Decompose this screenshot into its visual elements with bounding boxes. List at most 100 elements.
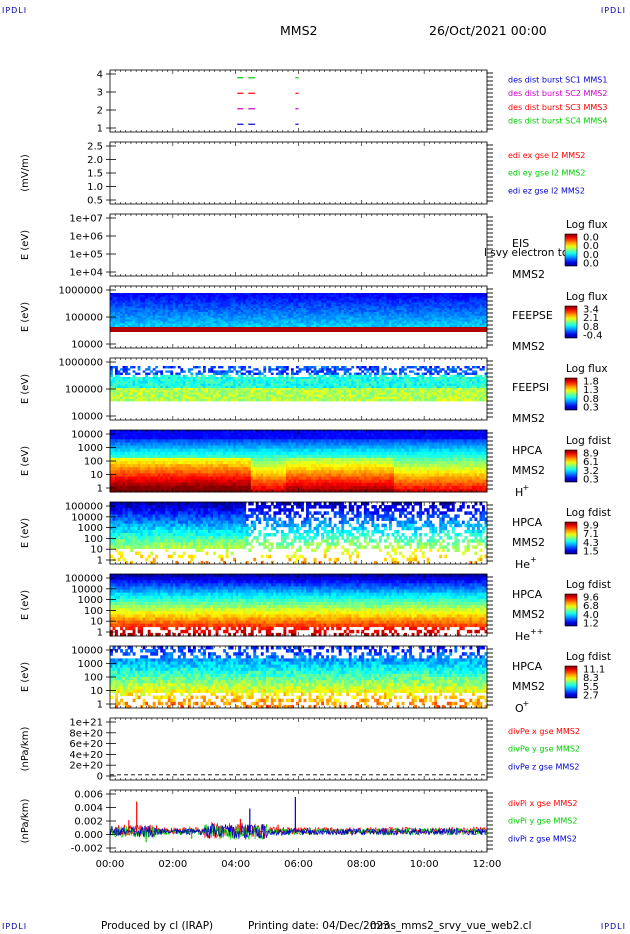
heat-cell — [220, 388, 224, 391]
heat-cell — [167, 396, 171, 400]
heat-cell — [248, 325, 252, 328]
heat-cell — [255, 308, 259, 311]
heat-cell — [260, 321, 264, 324]
heat-cell — [132, 394, 136, 397]
heat-cell — [162, 390, 166, 393]
heat-cell — [383, 383, 387, 386]
heat-cell — [298, 315, 302, 319]
heat-cell — [258, 319, 262, 322]
heat-cell — [346, 377, 350, 380]
heat-cell — [378, 315, 382, 319]
heat-cell — [145, 383, 148, 386]
heat-cell — [295, 310, 299, 313]
heat-cell — [208, 311, 212, 315]
heat-cell — [301, 319, 305, 322]
heat-cell — [396, 323, 400, 326]
heat-cell — [157, 390, 161, 393]
heat-cell — [416, 294, 420, 298]
heat-cell — [363, 304, 367, 307]
heat-cell — [280, 296, 284, 300]
heat-cell — [333, 302, 337, 305]
heat-cell — [308, 296, 312, 300]
heat-cell — [167, 388, 171, 391]
heat-cell — [162, 392, 166, 395]
heat-cell — [187, 315, 191, 319]
heat-cell — [152, 308, 156, 311]
heat-cell — [388, 372, 392, 375]
heat-cell — [381, 317, 385, 320]
heat-cell — [396, 294, 400, 298]
heat-cell — [308, 374, 312, 378]
heat-cell — [210, 315, 214, 319]
heat-cell — [358, 368, 362, 371]
heat-cell — [112, 366, 116, 369]
heat-cell — [177, 385, 181, 389]
heat-cell — [293, 399, 297, 402]
heat-cell — [283, 293, 287, 296]
heat-cell — [268, 370, 272, 373]
heat-cell — [137, 381, 141, 384]
heat-cell — [285, 294, 289, 298]
heat-cell — [321, 310, 325, 313]
heat-cell — [245, 300, 249, 303]
heat-cell — [223, 379, 226, 382]
heat-cell — [230, 317, 234, 320]
heat-cell — [411, 319, 415, 322]
heat-cell — [278, 370, 282, 373]
heat-cell — [328, 300, 332, 303]
heat-cell — [358, 310, 362, 313]
heat-cell — [293, 383, 297, 386]
heat-cell — [353, 310, 357, 313]
heat-cell — [326, 392, 329, 395]
heat-cell — [323, 317, 327, 320]
heat-cell — [341, 319, 345, 322]
heat-cell — [293, 396, 297, 400]
heat-cell — [245, 308, 249, 311]
heat-cell — [255, 319, 259, 322]
heat-cell — [306, 302, 310, 305]
heat-cell — [290, 296, 294, 300]
heat-cell — [424, 317, 428, 320]
heat-cell — [208, 396, 211, 400]
heat-cell — [150, 390, 154, 393]
heat-cell — [187, 396, 191, 400]
heat-cell — [341, 308, 345, 311]
heat-cell — [202, 368, 206, 371]
heat-cell — [336, 374, 340, 378]
heat-cell — [298, 381, 302, 384]
heat-cell — [346, 302, 350, 305]
heat-cell — [208, 383, 211, 386]
heat-cell — [170, 372, 174, 375]
heat-cell — [353, 390, 357, 393]
heat-cell — [187, 321, 191, 324]
heat-cell — [414, 310, 418, 313]
heat-cell — [240, 399, 244, 402]
heat-cell — [280, 306, 284, 309]
heat-cell — [215, 310, 219, 313]
heat-cell — [120, 300, 124, 303]
heat-cell — [162, 394, 166, 397]
heat-cell — [200, 383, 204, 386]
heat-cell — [192, 325, 196, 328]
heat-cell — [323, 385, 327, 389]
heat-cell — [401, 323, 405, 326]
heat-cell — [293, 293, 297, 296]
heat-cell — [190, 392, 194, 395]
heat-cell — [283, 385, 287, 389]
heat-cell — [288, 319, 292, 322]
heat-cell — [253, 383, 257, 386]
heat-cell — [308, 385, 312, 389]
heat-cell — [280, 381, 284, 384]
heat-cell — [228, 321, 232, 324]
heat-cell — [145, 377, 148, 380]
heat-cell — [273, 308, 277, 311]
heat-cell — [376, 399, 380, 402]
y-tick-label: 2.5 — [87, 142, 103, 153]
heat-cell — [373, 293, 377, 296]
heat-cell — [378, 304, 382, 307]
heat-cell — [298, 377, 302, 380]
heat-cell — [115, 319, 119, 322]
heat-cell — [230, 383, 234, 386]
heat-cell — [115, 308, 119, 311]
heat-cell — [220, 302, 224, 305]
